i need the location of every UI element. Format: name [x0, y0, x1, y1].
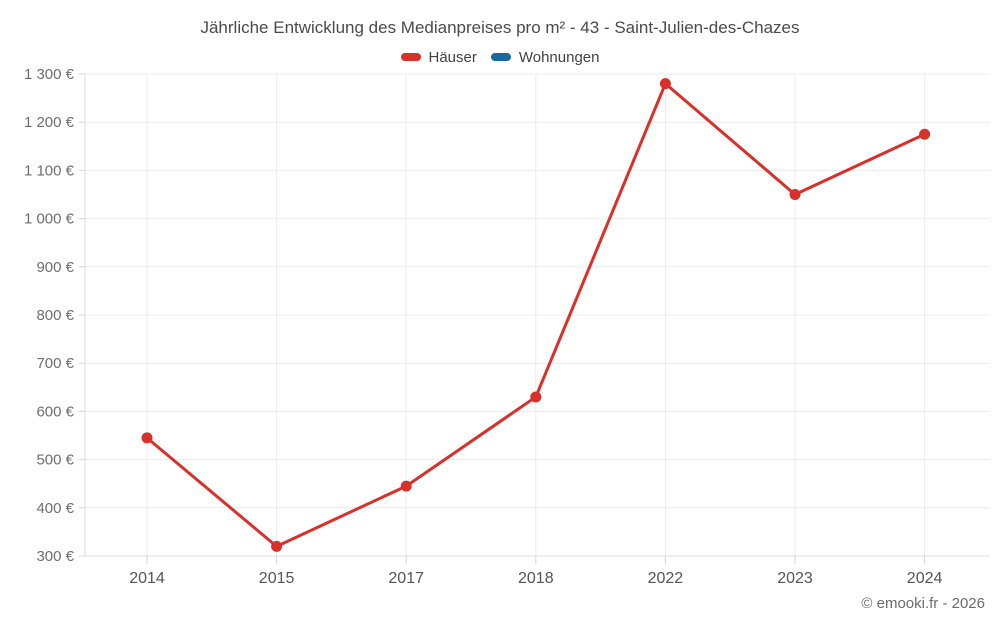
y-tick-label: 600 €	[36, 403, 74, 420]
y-tick-label: 700 €	[36, 355, 74, 372]
legend-swatch-icon	[400, 53, 421, 61]
data-point-2024	[919, 128, 931, 140]
x-tick-label: 2022	[648, 570, 684, 587]
data-point-2023	[789, 189, 801, 200]
chart-legend: Häuser Wohnungen	[0, 47, 1000, 67]
x-tick-label: 2024	[907, 570, 943, 587]
y-tick-label: 400 €	[36, 500, 74, 517]
y-tick-label: 1 000 €	[24, 211, 75, 228]
legend-label: Wohnungen	[518, 48, 600, 66]
data-point-2017	[400, 480, 412, 492]
data-point-2014	[141, 432, 153, 444]
y-tick-label: 900 €	[36, 259, 74, 276]
y-tick-label: 500 €	[36, 452, 74, 469]
copyright-text: © emooki.fr - 2026	[861, 595, 985, 612]
chart-title: Jährliche Entwicklung des Medianpreises …	[200, 18, 800, 37]
data-point-2018	[530, 391, 542, 403]
data-point-2015	[271, 540, 283, 552]
legend-swatch-icon	[490, 53, 511, 61]
x-tick-label: 2014	[129, 570, 165, 587]
y-tick-label: 1 100 €	[24, 162, 75, 179]
x-tick-label: 2015	[259, 570, 295, 587]
legend-item-häuser[interactable]: Häuser	[400, 48, 477, 66]
y-tick-label: 1 200 €	[24, 114, 75, 131]
x-tick-label: 2017	[388, 570, 424, 587]
x-tick-label: 2023	[777, 570, 813, 587]
y-tick-label: 300 €	[36, 548, 74, 565]
y-tick-label: 1 300 €	[24, 66, 75, 83]
x-tick-label: 2018	[518, 570, 554, 587]
legend-label: Häuser	[428, 48, 477, 66]
data-point-2022	[659, 78, 671, 90]
legend-item-wohnungen[interactable]: Wohnungen	[490, 48, 600, 66]
y-tick-label: 800 €	[36, 307, 74, 324]
